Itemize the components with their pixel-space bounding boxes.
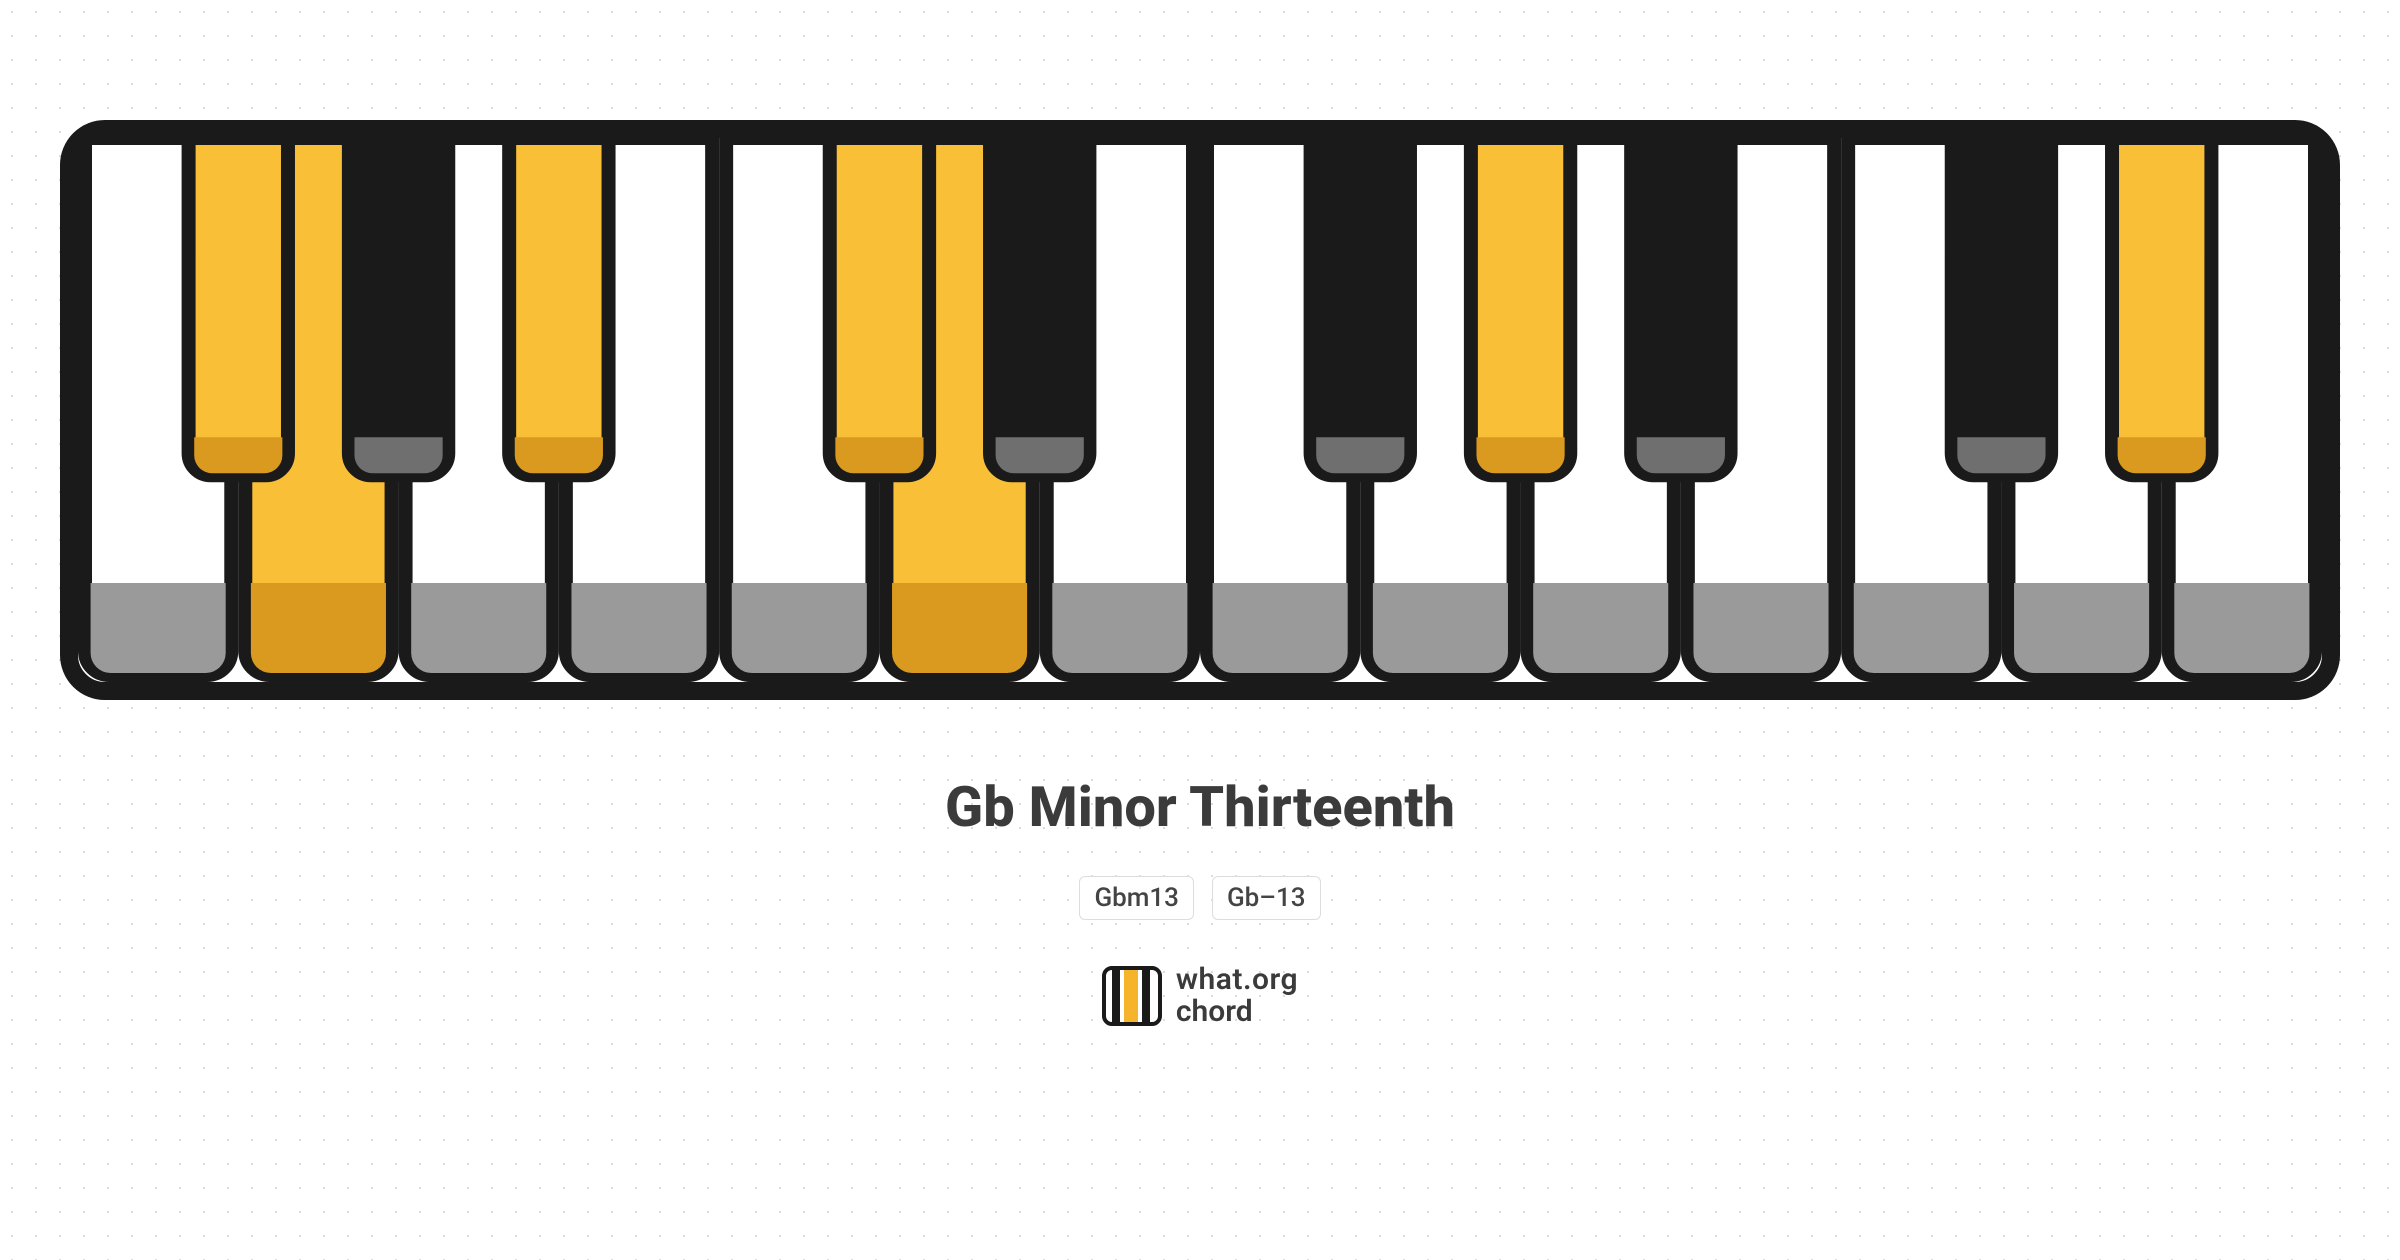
- keyboard-diagram: [60, 120, 2340, 704]
- brand-line2: chord: [1176, 996, 1298, 1028]
- brand-icon: [1102, 966, 1162, 1026]
- keyboard-svg: [60, 120, 2340, 700]
- chord-tag: Gbm13: [1079, 876, 1194, 920]
- brand: what.org chord: [1102, 964, 1298, 1027]
- chord-tags: Gbm13 Gb–13: [1079, 876, 1320, 920]
- chord-tag: Gb–13: [1212, 876, 1321, 920]
- chord-title: Gb Minor Thirteenth: [945, 774, 1455, 840]
- brand-line1: what.org: [1176, 964, 1298, 996]
- brand-text: what.org chord: [1176, 964, 1298, 1027]
